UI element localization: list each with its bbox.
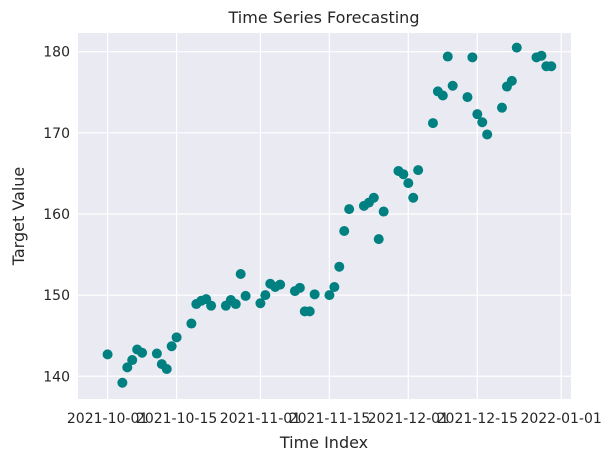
data-point <box>447 80 458 91</box>
y-axis-title: Target Value <box>9 167 28 267</box>
data-point <box>408 192 419 203</box>
data-point <box>546 61 557 72</box>
data-point <box>102 349 113 360</box>
data-point <box>477 117 488 128</box>
data-point <box>511 42 522 53</box>
data-point <box>161 363 172 374</box>
data-point <box>427 118 438 129</box>
data-point <box>472 109 483 120</box>
data-points <box>102 42 557 388</box>
data-point <box>127 355 138 366</box>
data-point <box>398 169 409 180</box>
data-point <box>304 306 315 317</box>
data-point <box>437 90 448 101</box>
data-point <box>240 290 251 301</box>
data-point <box>373 234 384 245</box>
data-point <box>275 279 286 290</box>
data-point <box>151 348 162 359</box>
data-point <box>329 282 340 293</box>
data-point <box>536 50 547 61</box>
plot-area <box>78 33 571 399</box>
x-axis-title: Time Index <box>279 433 368 452</box>
data-point <box>462 92 473 103</box>
data-point <box>403 178 414 189</box>
data-point <box>255 298 266 309</box>
y-tick-label: 160 <box>43 207 70 223</box>
x-tick-label: 2021-12-15 <box>437 411 518 427</box>
chart-title: Time Series Forecasting <box>228 8 420 27</box>
x-tick-label: 2021-10-15 <box>136 411 217 427</box>
data-point <box>186 318 197 329</box>
y-tick-label: 170 <box>43 126 70 142</box>
data-point <box>482 129 493 140</box>
data-point <box>496 102 507 113</box>
data-point <box>339 226 350 237</box>
x-tick-label: 2021-11-15 <box>289 411 370 427</box>
data-point <box>368 192 379 203</box>
data-point <box>122 362 133 373</box>
data-point <box>137 347 148 358</box>
x-tick-label: 2021-12-01 <box>368 411 449 427</box>
data-point <box>506 75 517 86</box>
data-point <box>442 51 453 62</box>
y-tick-label: 140 <box>43 369 70 385</box>
y-tick-label: 180 <box>43 45 70 61</box>
x-tick-label: 2021-10-01 <box>67 411 148 427</box>
data-point <box>309 289 320 300</box>
data-point <box>334 261 345 272</box>
data-point <box>378 206 389 217</box>
data-point <box>344 204 355 215</box>
data-point <box>413 165 424 176</box>
x-tick-label: 2021-11-01 <box>220 411 301 427</box>
data-point <box>294 282 305 293</box>
data-point <box>171 332 182 343</box>
data-point <box>235 269 246 280</box>
data-point <box>260 290 271 301</box>
data-point <box>230 299 241 310</box>
x-tick-label: 2022-01-01 <box>520 411 601 427</box>
data-point <box>117 377 128 388</box>
data-point <box>206 300 217 311</box>
data-point <box>166 341 177 352</box>
data-point <box>467 52 478 63</box>
y-tick-label: 150 <box>43 288 70 304</box>
y-tick-labels: 140 150 160 170 180 <box>43 45 70 386</box>
data-point <box>324 290 335 301</box>
